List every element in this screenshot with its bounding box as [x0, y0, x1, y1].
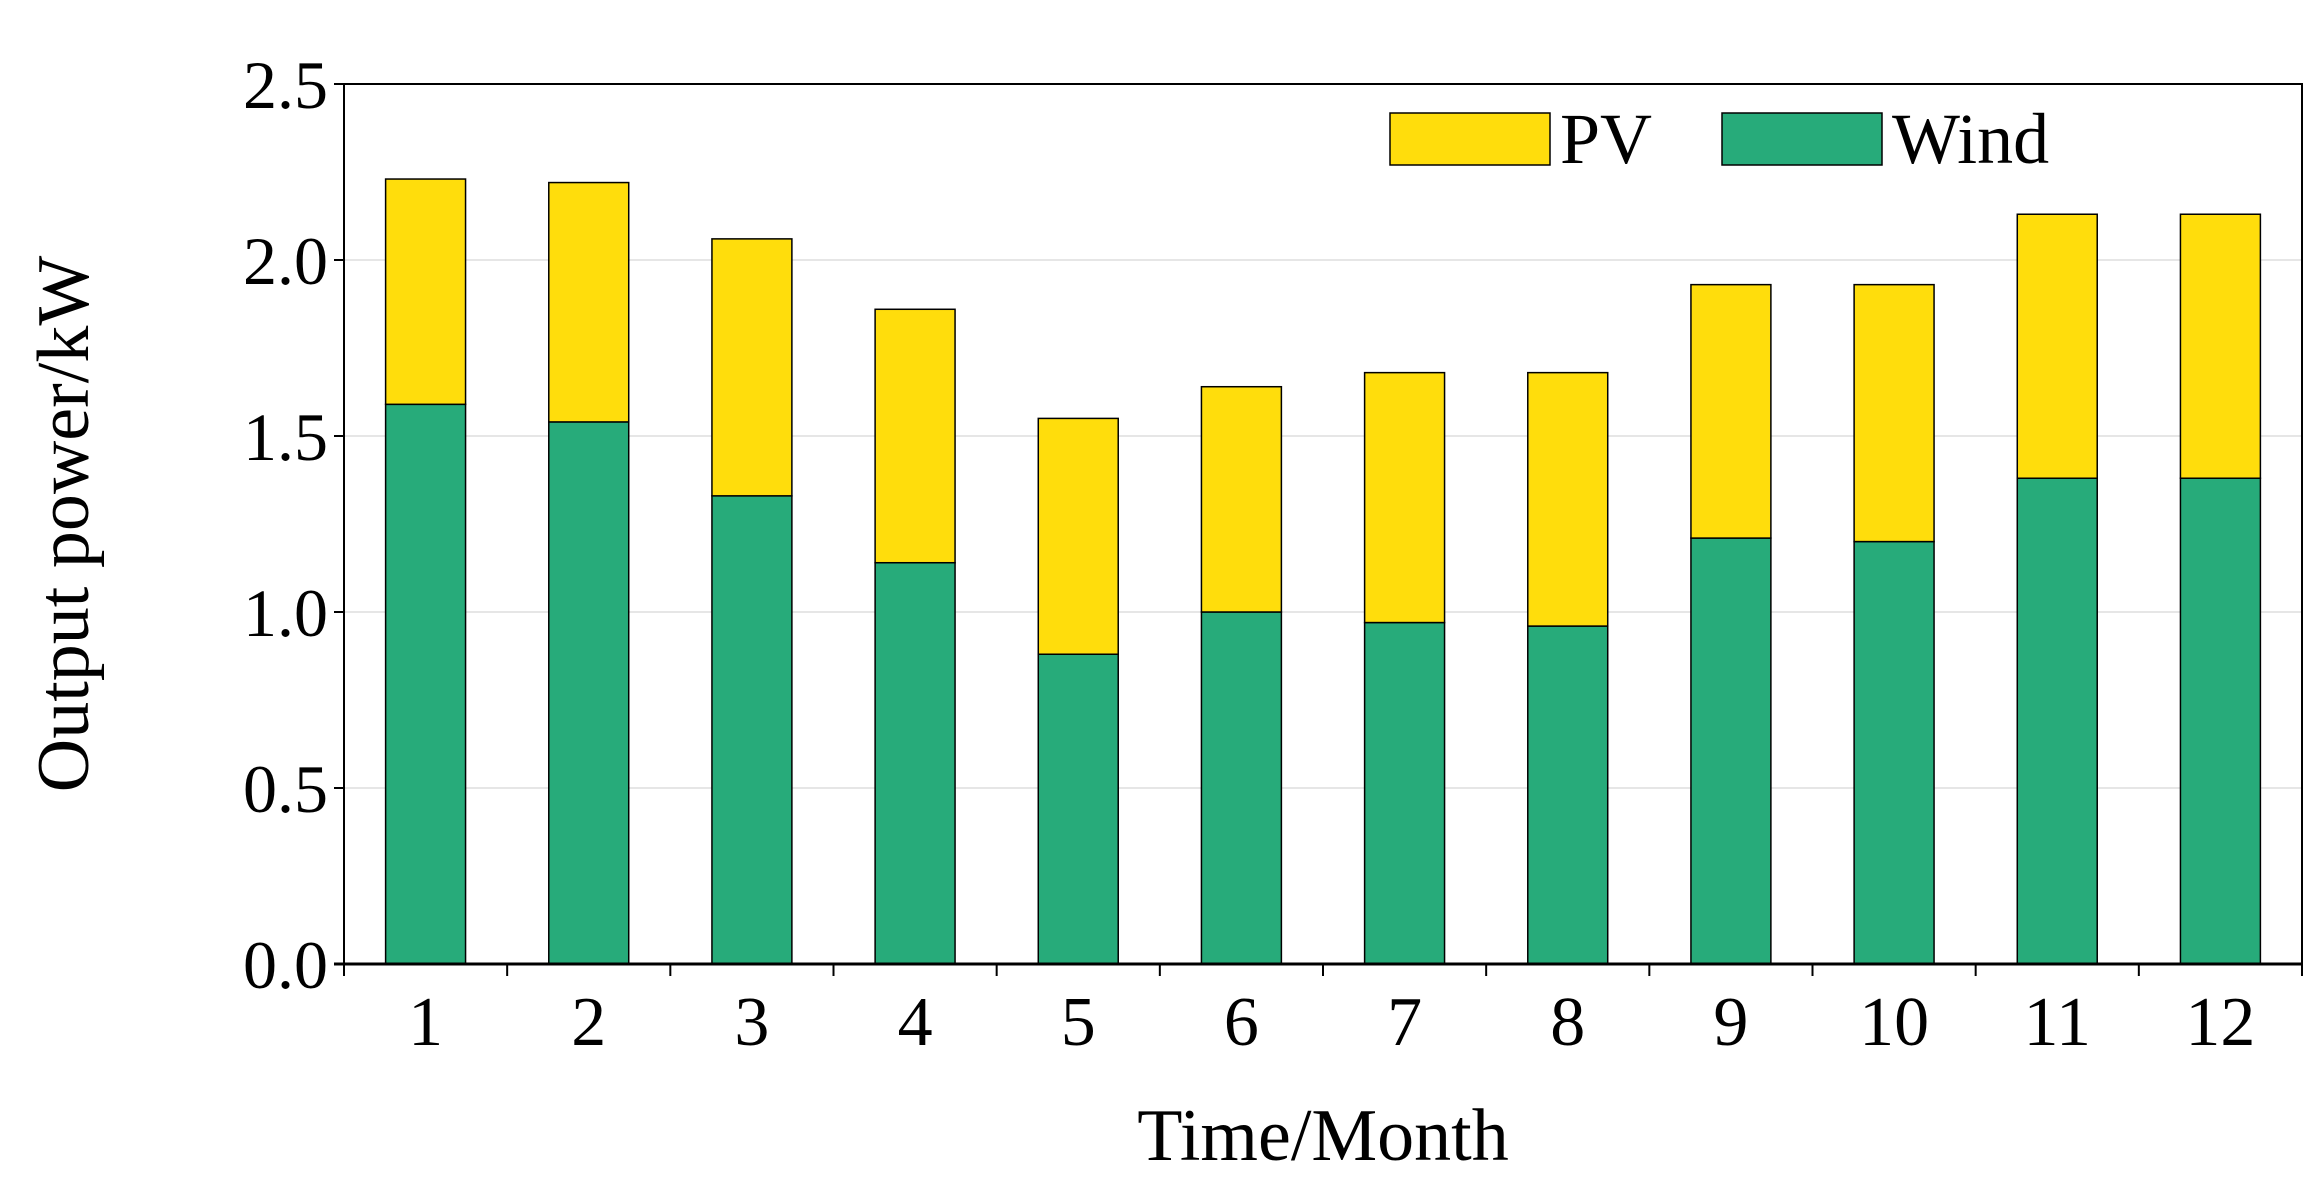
bar-wind-month-7	[1363, 621, 1446, 965]
y-tick-label: 0.0	[243, 927, 328, 1003]
legend-label-pv: PV	[1560, 99, 1652, 179]
y-tick-label: 2.0	[243, 223, 328, 299]
x-tick-label: 3	[734, 984, 769, 1061]
legend: PV Wind	[1389, 99, 2049, 179]
axes: 0.00.51.01.52.02.51 2 3 4 5 6 7 8 9 10 11 12	[243, 47, 2303, 1061]
bar-wind-month-12	[2179, 477, 2262, 965]
bar-wind-month-3	[711, 495, 793, 965]
bar-pv-month-4	[874, 308, 956, 564]
bar-pv-month-9	[1690, 283, 1772, 539]
y-tick-label: 1.0	[243, 575, 328, 651]
bar-pv-month-7	[1363, 371, 1446, 624]
x-tick-label: 11	[2024, 984, 2091, 1061]
legend-swatch-wind	[1721, 112, 1883, 166]
bar-wind-month-5	[1037, 653, 1119, 965]
bar-pv-month-1	[384, 178, 467, 406]
x-tick-label: 7	[1387, 984, 1422, 1061]
bar-pv-month-6	[1200, 385, 1283, 613]
plot-area-frame	[343, 83, 2303, 965]
x-tick-label: 1	[408, 984, 443, 1061]
x-tick-label: 6	[1224, 984, 1259, 1061]
x-tick-label: 12	[2185, 984, 2255, 1061]
x-tick-label: 5	[1061, 984, 1096, 1061]
bar-wind-month-1	[384, 403, 467, 965]
bar-wind-month-9	[1690, 537, 1772, 965]
y-tick-label: 1.5	[243, 399, 328, 475]
bar-wind-month-6	[1200, 611, 1283, 965]
x-axis-title: Time/Month	[1137, 1095, 1508, 1177]
bar-pv-month-8	[1527, 371, 1609, 627]
x-tick-label: 2	[571, 984, 606, 1061]
legend-label-wind: Wind	[1892, 99, 2049, 179]
x-tick-label: 10	[1859, 984, 1929, 1061]
y-tick-label: 2.5	[243, 47, 328, 123]
bar-pv-month-2	[548, 181, 630, 423]
bar-pv-month-12	[2179, 213, 2262, 479]
bar-wind-month-10	[1853, 540, 1935, 965]
bar-wind-month-11	[2016, 477, 2098, 965]
bar-pv-month-5	[1037, 417, 1119, 655]
bar-wind-month-2	[548, 421, 630, 965]
bar-pv-month-10	[1853, 283, 1935, 543]
x-tick-label: 9	[1713, 984, 1748, 1061]
legend-swatch-pv	[1389, 112, 1551, 166]
y-axis-title: Output power/kW	[23, 256, 105, 793]
y-tick-label: 0.5	[243, 751, 328, 827]
gridlines	[344, 259, 2302, 789]
bars	[384, 178, 2262, 965]
bar-wind-month-4	[874, 561, 956, 965]
x-tick-label: 8	[1550, 984, 1585, 1061]
bar-wind-month-8	[1527, 625, 1609, 965]
bar-pv-month-11	[2016, 213, 2098, 479]
x-tick-label: 4	[898, 984, 933, 1061]
bar-pv-month-3	[711, 238, 793, 497]
